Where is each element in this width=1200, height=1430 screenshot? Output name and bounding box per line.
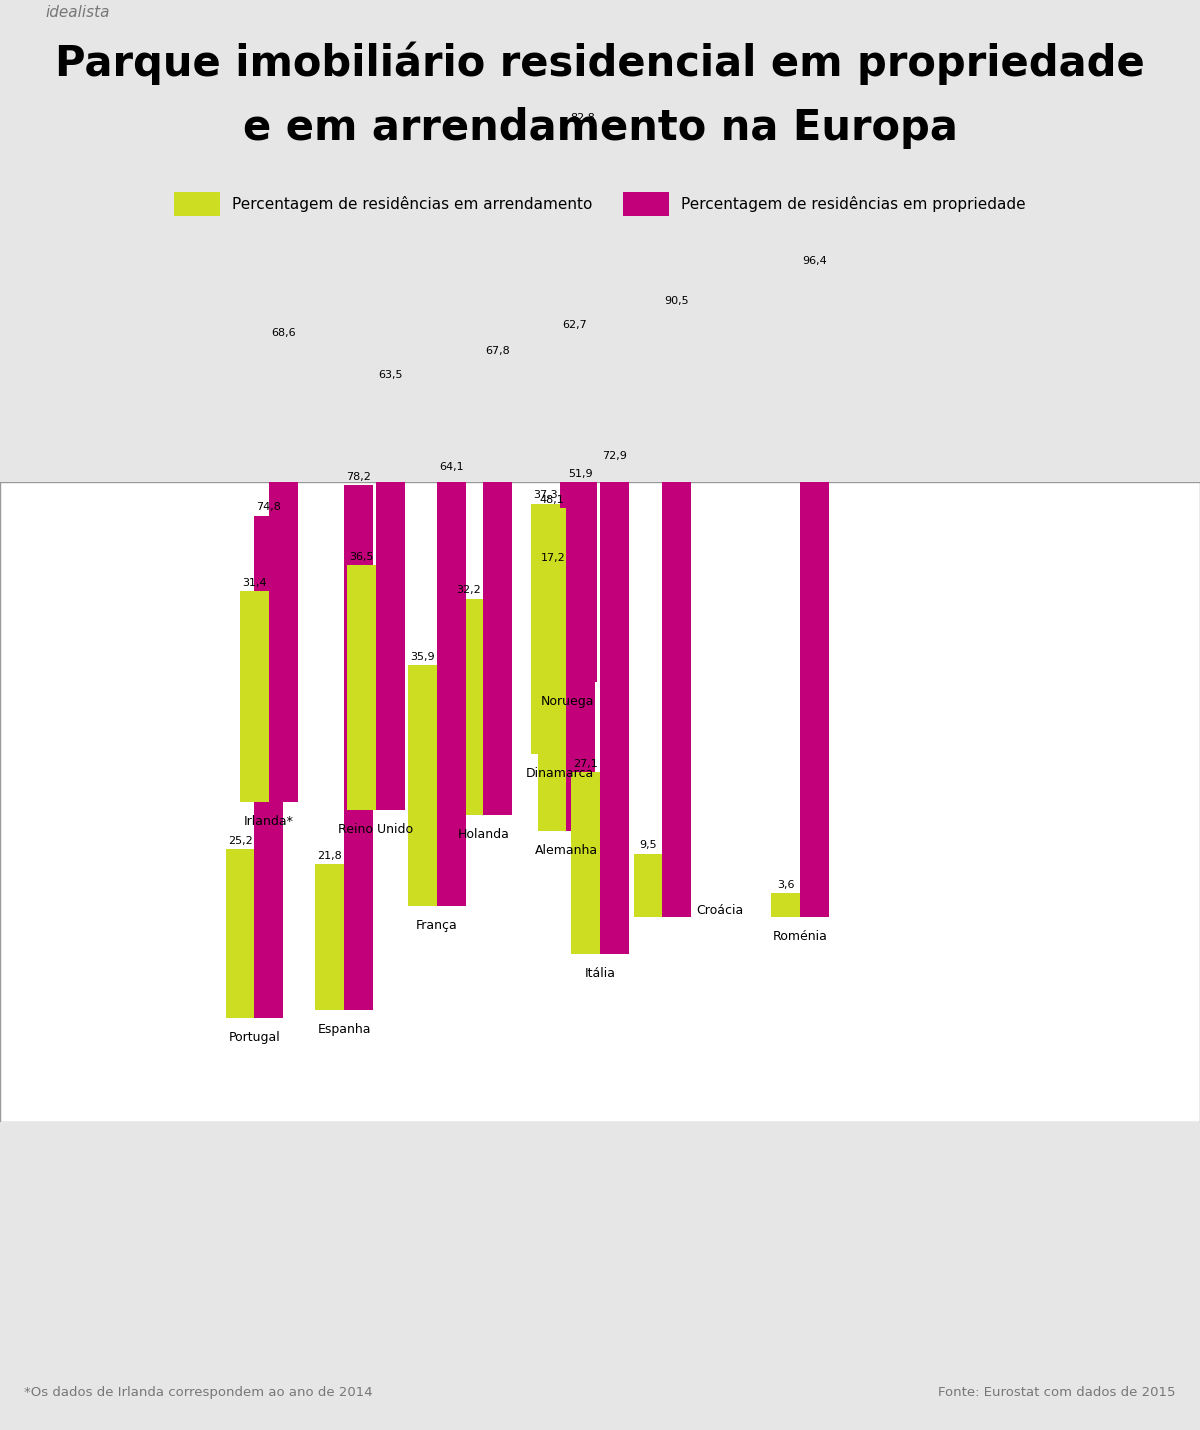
Bar bbox=[772, 894, 800, 918]
Text: 48,1: 48,1 bbox=[540, 495, 564, 505]
Text: 90,5: 90,5 bbox=[665, 296, 689, 306]
Text: 64,1: 64,1 bbox=[439, 462, 463, 472]
Text: Irlanda*: Irlanda* bbox=[244, 815, 294, 828]
Legend: Percentagem de residências em arrendamento, Percentagem de residências em propri: Percentagem de residências em arrendamen… bbox=[174, 192, 1026, 216]
Text: 25,2: 25,2 bbox=[228, 835, 252, 845]
Bar bbox=[347, 565, 376, 811]
Text: e em arrendamento na Europa: e em arrendamento na Europa bbox=[242, 107, 958, 149]
Bar bbox=[538, 508, 566, 831]
Bar bbox=[560, 333, 589, 754]
Bar bbox=[571, 772, 600, 954]
Text: Dinamarca: Dinamarca bbox=[526, 766, 594, 779]
Text: 63,5: 63,5 bbox=[378, 370, 403, 380]
Text: idealista: idealista bbox=[46, 4, 110, 20]
Bar bbox=[226, 849, 254, 1018]
Text: 74,8: 74,8 bbox=[257, 502, 281, 512]
Text: Itália: Itália bbox=[584, 967, 616, 980]
Text: 32,2: 32,2 bbox=[456, 585, 481, 595]
Text: 62,7: 62,7 bbox=[562, 320, 587, 330]
Text: França: França bbox=[416, 919, 457, 932]
Bar bbox=[484, 359, 512, 815]
Text: 37,3: 37,3 bbox=[533, 490, 558, 500]
Bar bbox=[455, 599, 484, 815]
Bar bbox=[800, 270, 829, 918]
Text: 78,2: 78,2 bbox=[346, 472, 371, 482]
Text: 3,6: 3,6 bbox=[776, 879, 794, 889]
Text: 27,1: 27,1 bbox=[574, 759, 598, 769]
Text: Fonte: Eurostat com dados de 2015: Fonte: Eurostat com dados de 2015 bbox=[938, 1386, 1176, 1399]
Text: 9,5: 9,5 bbox=[640, 841, 656, 851]
Bar bbox=[254, 516, 283, 1018]
Bar bbox=[344, 485, 373, 1010]
Bar bbox=[532, 503, 560, 754]
Bar bbox=[376, 383, 404, 811]
Text: 31,4: 31,4 bbox=[242, 578, 266, 588]
Text: Noruega: Noruega bbox=[541, 695, 595, 708]
Bar bbox=[240, 591, 269, 802]
Bar bbox=[566, 482, 595, 831]
Text: 35,9: 35,9 bbox=[410, 652, 434, 662]
Text: 67,8: 67,8 bbox=[485, 346, 510, 356]
Text: *Os dados de Irlanda correspondem ao ano de 2014: *Os dados de Irlanda correspondem ao ano… bbox=[24, 1386, 373, 1399]
Text: Roménia: Roménia bbox=[773, 931, 828, 944]
Text: Espanha: Espanha bbox=[317, 1022, 371, 1035]
Text: 21,8: 21,8 bbox=[317, 851, 342, 861]
Bar bbox=[539, 566, 568, 682]
Bar bbox=[600, 465, 629, 954]
Bar bbox=[269, 342, 298, 802]
Text: 96,4: 96,4 bbox=[802, 256, 827, 266]
Bar bbox=[408, 665, 437, 907]
Bar bbox=[437, 476, 466, 907]
Text: Croácia: Croácia bbox=[696, 904, 743, 918]
Bar bbox=[568, 126, 596, 682]
Bar bbox=[316, 864, 344, 1010]
Text: 68,6: 68,6 bbox=[271, 327, 295, 337]
Text: 51,9: 51,9 bbox=[569, 469, 593, 479]
Text: Reino Unido: Reino Unido bbox=[338, 824, 414, 837]
Text: 82,8: 82,8 bbox=[570, 113, 595, 123]
Text: Portugal: Portugal bbox=[228, 1031, 281, 1044]
Text: Alemanha: Alemanha bbox=[535, 844, 598, 857]
Bar bbox=[662, 309, 691, 918]
Text: 17,2: 17,2 bbox=[541, 553, 566, 563]
Bar bbox=[634, 854, 662, 918]
Text: Parque imobiliário residencial em propriedade: Parque imobiliário residencial em propri… bbox=[55, 41, 1145, 84]
Text: 72,9: 72,9 bbox=[602, 450, 626, 460]
Text: 36,5: 36,5 bbox=[349, 552, 374, 562]
Text: Holanda: Holanda bbox=[457, 828, 509, 841]
